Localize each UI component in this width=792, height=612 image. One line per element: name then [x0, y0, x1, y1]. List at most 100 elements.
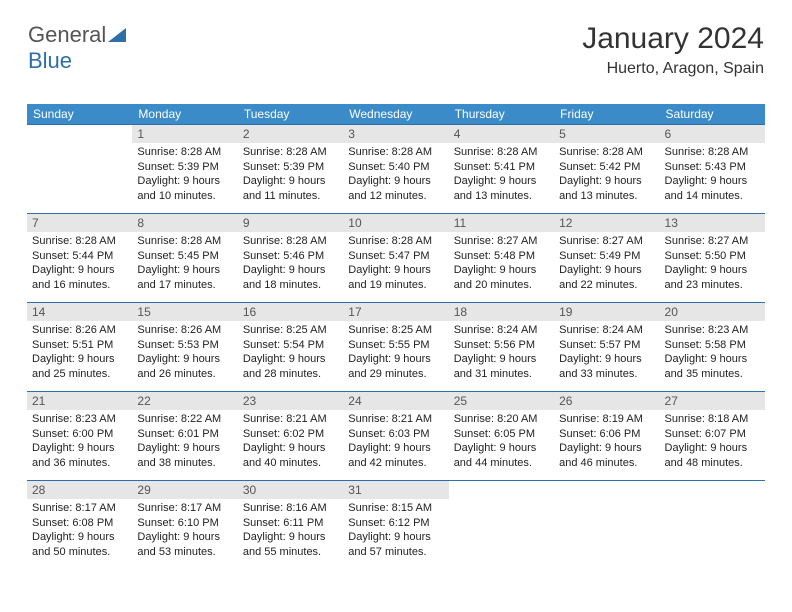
sunset-text: Sunset: 5:51 PM: [32, 338, 127, 353]
day-number: 6: [660, 125, 765, 143]
day-cell-number: 13: [660, 214, 765, 233]
weekday-header: Friday: [554, 104, 659, 125]
daylight-text: Daylight: 9 hours and 46 minutes.: [559, 441, 654, 470]
sunrise-text: Sunrise: 8:28 AM: [348, 234, 443, 249]
day-info: Sunrise: 8:28 AMSunset: 5:40 PMDaylight:…: [343, 143, 448, 213]
day-info: Sunrise: 8:27 AMSunset: 5:48 PMDaylight:…: [449, 232, 554, 302]
daylight-text: Daylight: 9 hours and 42 minutes.: [348, 441, 443, 470]
day-cell-body: Sunrise: 8:27 AMSunset: 5:50 PMDaylight:…: [660, 232, 765, 303]
daylight-text: Daylight: 9 hours and 33 minutes.: [559, 352, 654, 381]
day-cell-number: 2: [238, 125, 343, 144]
sunset-text: Sunset: 5:56 PM: [454, 338, 549, 353]
day-cell-number: 27: [660, 392, 765, 411]
day-cell-body: Sunrise: 8:28 AMSunset: 5:46 PMDaylight:…: [238, 232, 343, 303]
day-number: 5: [554, 125, 659, 143]
day-info: Sunrise: 8:20 AMSunset: 6:05 PMDaylight:…: [449, 410, 554, 480]
logo: General Blue: [28, 22, 126, 74]
logo-triangle-icon: [108, 28, 126, 42]
sunset-text: Sunset: 6:07 PM: [665, 427, 760, 442]
sunrise-text: Sunrise: 8:24 AM: [559, 323, 654, 338]
day-info: Sunrise: 8:28 AMSunset: 5:43 PMDaylight:…: [660, 143, 765, 213]
day-cell-number: 7: [27, 214, 132, 233]
day-info: Sunrise: 8:25 AMSunset: 5:55 PMDaylight:…: [343, 321, 448, 391]
sunrise-text: Sunrise: 8:27 AM: [559, 234, 654, 249]
logo-part2: Blue: [28, 48, 72, 73]
day-number: 31: [343, 481, 448, 499]
day-info: Sunrise: 8:25 AMSunset: 5:54 PMDaylight:…: [238, 321, 343, 391]
day-cell-body: Sunrise: 8:15 AMSunset: 6:12 PMDaylight:…: [343, 499, 448, 569]
weekday-header: Monday: [132, 104, 237, 125]
sunrise-text: Sunrise: 8:27 AM: [665, 234, 760, 249]
day-number: 13: [660, 214, 765, 232]
daylight-text: Daylight: 9 hours and 36 minutes.: [32, 441, 127, 470]
day-number: 14: [27, 303, 132, 321]
sunset-text: Sunset: 6:06 PM: [559, 427, 654, 442]
day-info: Sunrise: 8:28 AMSunset: 5:41 PMDaylight:…: [449, 143, 554, 213]
day-number: 25: [449, 392, 554, 410]
logo-text: General Blue: [28, 22, 126, 73]
day-number: 7: [27, 214, 132, 232]
day-cell-body: Sunrise: 8:20 AMSunset: 6:05 PMDaylight:…: [449, 410, 554, 481]
sunset-text: Sunset: 6:12 PM: [348, 516, 443, 531]
day-info: Sunrise: 8:28 AMSunset: 5:39 PMDaylight:…: [132, 143, 237, 213]
calendar-week-body: Sunrise: 8:23 AMSunset: 6:00 PMDaylight:…: [27, 410, 765, 481]
sunset-text: Sunset: 5:39 PM: [137, 160, 232, 175]
day-cell-body: [27, 143, 132, 214]
day-cell-number: [449, 481, 554, 500]
day-number: 23: [238, 392, 343, 410]
day-number: 26: [554, 392, 659, 410]
day-cell-number: 18: [449, 303, 554, 322]
day-number: 17: [343, 303, 448, 321]
day-cell-body: [554, 499, 659, 569]
sunset-text: Sunset: 5:47 PM: [348, 249, 443, 264]
day-info: Sunrise: 8:17 AMSunset: 6:08 PMDaylight:…: [27, 499, 132, 569]
calendar-week-numbers: 123456: [27, 125, 765, 144]
weekday-header: Wednesday: [343, 104, 448, 125]
weekday-header: Thursday: [449, 104, 554, 125]
title-block: January 2024 Huerto, Aragon, Spain: [582, 22, 764, 78]
weekday-header: Tuesday: [238, 104, 343, 125]
day-cell-body: Sunrise: 8:28 AMSunset: 5:41 PMDaylight:…: [449, 143, 554, 214]
day-cell-body: Sunrise: 8:21 AMSunset: 6:02 PMDaylight:…: [238, 410, 343, 481]
day-cell-number: 5: [554, 125, 659, 144]
sunrise-text: Sunrise: 8:23 AM: [665, 323, 760, 338]
sunrise-text: Sunrise: 8:28 AM: [32, 234, 127, 249]
weekday-header: Saturday: [660, 104, 765, 125]
day-cell-body: Sunrise: 8:26 AMSunset: 5:53 PMDaylight:…: [132, 321, 237, 392]
sunrise-text: Sunrise: 8:17 AM: [32, 501, 127, 516]
sunset-text: Sunset: 5:44 PM: [32, 249, 127, 264]
day-info: Sunrise: 8:28 AMSunset: 5:45 PMDaylight:…: [132, 232, 237, 302]
day-cell-number: 12: [554, 214, 659, 233]
calendar-week-numbers: 21222324252627: [27, 392, 765, 411]
day-cell-body: Sunrise: 8:28 AMSunset: 5:39 PMDaylight:…: [238, 143, 343, 214]
sunset-text: Sunset: 6:05 PM: [454, 427, 549, 442]
day-info: Sunrise: 8:15 AMSunset: 6:12 PMDaylight:…: [343, 499, 448, 569]
sunset-text: Sunset: 6:00 PM: [32, 427, 127, 442]
day-number: 3: [343, 125, 448, 143]
day-cell-body: Sunrise: 8:25 AMSunset: 5:54 PMDaylight:…: [238, 321, 343, 392]
daylight-text: Daylight: 9 hours and 29 minutes.: [348, 352, 443, 381]
day-cell-body: Sunrise: 8:23 AMSunset: 6:00 PMDaylight:…: [27, 410, 132, 481]
sunrise-text: Sunrise: 8:27 AM: [454, 234, 549, 249]
sunset-text: Sunset: 6:03 PM: [348, 427, 443, 442]
day-cell-body: Sunrise: 8:28 AMSunset: 5:40 PMDaylight:…: [343, 143, 448, 214]
calendar-week-numbers: 14151617181920: [27, 303, 765, 322]
day-cell-body: Sunrise: 8:28 AMSunset: 5:44 PMDaylight:…: [27, 232, 132, 303]
day-cell-body: Sunrise: 8:28 AMSunset: 5:47 PMDaylight:…: [343, 232, 448, 303]
sunrise-text: Sunrise: 8:21 AM: [348, 412, 443, 427]
daylight-text: Daylight: 9 hours and 14 minutes.: [665, 174, 760, 203]
day-number: 2: [238, 125, 343, 143]
day-number: 8: [132, 214, 237, 232]
calendar-body: 123456 Sunrise: 8:28 AMSunset: 5:39 PMDa…: [27, 125, 765, 570]
daylight-text: Daylight: 9 hours and 40 minutes.: [243, 441, 338, 470]
day-cell-number: 19: [554, 303, 659, 322]
daylight-text: Daylight: 9 hours and 35 minutes.: [665, 352, 760, 381]
page-title: January 2024: [582, 22, 764, 56]
day-cell-number: 21: [27, 392, 132, 411]
day-info: Sunrise: 8:28 AMSunset: 5:39 PMDaylight:…: [238, 143, 343, 213]
day-cell-number: 24: [343, 392, 448, 411]
daylight-text: Daylight: 9 hours and 13 minutes.: [454, 174, 549, 203]
day-cell-body: Sunrise: 8:18 AMSunset: 6:07 PMDaylight:…: [660, 410, 765, 481]
day-cell-number: 23: [238, 392, 343, 411]
day-info: Sunrise: 8:28 AMSunset: 5:46 PMDaylight:…: [238, 232, 343, 302]
